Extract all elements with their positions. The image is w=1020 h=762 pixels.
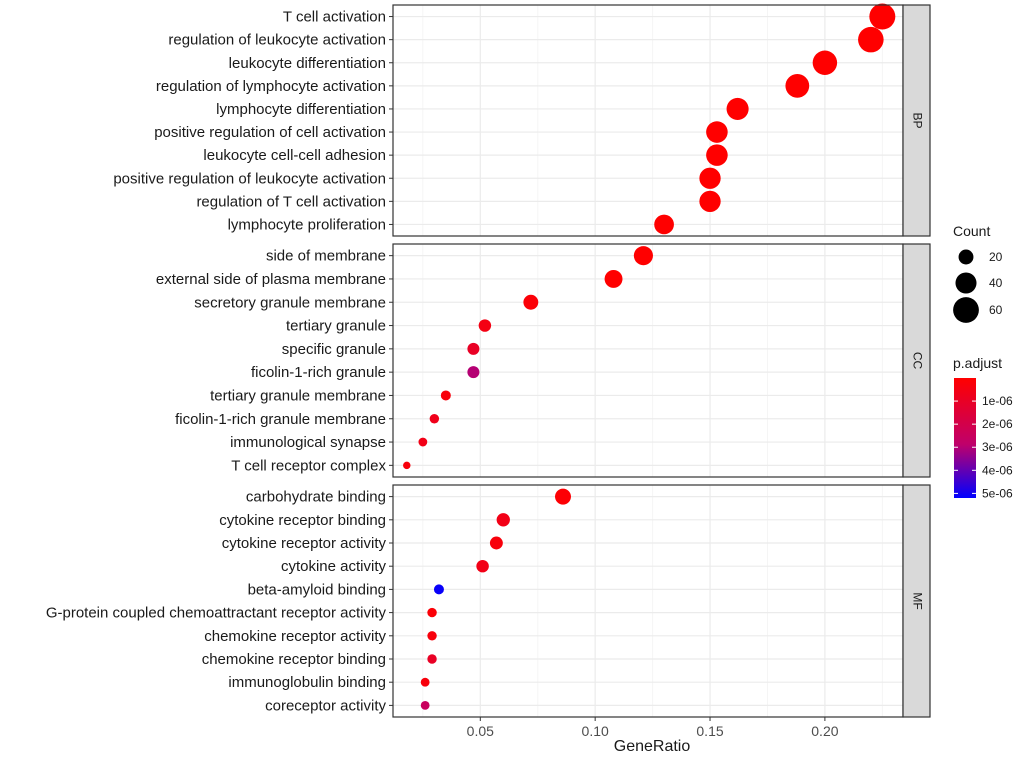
term-label: positive regulation of cell activation [154, 124, 386, 141]
dot-cc-8 [418, 437, 428, 447]
dot-cc-2 [523, 294, 539, 310]
legend-p-adjust-colorbar [954, 378, 976, 498]
dot-bp-2 [812, 50, 838, 75]
facet-panels: T cell activation regulation of leukocyte… [46, 3, 931, 718]
dot-mf-5 [427, 607, 437, 618]
term-label: positive regulation of leukocyte activat… [113, 170, 386, 187]
dot-mf-7 [427, 654, 437, 664]
dot-cc-9 [403, 461, 411, 470]
term-label: ficolin-1-rich granule [251, 364, 386, 381]
term-label: regulation of T cell activation [196, 193, 386, 210]
legend-count-label: 20 [989, 250, 1003, 264]
dot-bp-8 [699, 190, 721, 213]
dot-mf-2 [489, 536, 503, 550]
dot-mf-4 [433, 584, 444, 595]
facet-strip-label: BP [910, 112, 924, 128]
dot-mf-6 [427, 631, 437, 641]
x-axis: 0.05 0.10 0.15 0.20 [467, 717, 839, 739]
term-label: cytokine receptor activity [222, 535, 387, 552]
dot-cc-1 [604, 269, 623, 288]
term-label: side of membrane [266, 248, 386, 265]
x-axis-title: GeneRatio [614, 738, 691, 755]
term-label: immunoglobulin binding [228, 674, 386, 691]
legend-p-adjust: p.adjust 1e-06 2e-06 3e-06 4e-06 5e-06 [953, 355, 1013, 500]
term-label: regulation of lymphocyte activation [156, 78, 386, 95]
term-label: ficolin-1-rich granule membrane [175, 411, 386, 428]
term-label: regulation of leukocyte activation [168, 32, 386, 49]
dot-mf-8 [420, 677, 430, 687]
legend-count-dot [958, 249, 974, 265]
term-label: specific granule [282, 341, 386, 358]
legend-p-adjust-label: 2e-06 [982, 417, 1013, 431]
legend-count-dot [953, 297, 979, 323]
term-label: beta-amyloid binding [248, 581, 386, 598]
dot-bp-5 [706, 121, 728, 143]
legend-count-title: Count [953, 223, 990, 239]
legend-count-dot [955, 272, 977, 294]
legend-count-label: 40 [989, 276, 1003, 290]
x-tick-label: 0.05 [467, 723, 494, 739]
legend-count: Count 20 40 60 [953, 223, 1003, 323]
dot-bp-3 [785, 73, 810, 98]
legend-p-adjust-label: 1e-06 [982, 394, 1013, 408]
dot-cc-3 [478, 319, 492, 332]
dot-cc-4 [467, 342, 480, 355]
term-label: chemokine receptor binding [202, 651, 386, 668]
legend-p-adjust-label: 4e-06 [982, 463, 1013, 477]
term-label: T cell activation [283, 9, 386, 26]
dot-mf-0 [555, 488, 571, 505]
dot-cc-6 [440, 390, 451, 401]
dot-bp-1 [858, 26, 884, 53]
x-tick-label: 0.15 [696, 723, 723, 739]
facet-strip-bp [902, 4, 931, 237]
term-label: tertiary granule [286, 318, 386, 335]
term-label: lymphocyte differentiation [216, 101, 386, 118]
facet-panel-bp: T cell activation regulation of leukocyte… [113, 3, 931, 237]
term-label: coreceptor activity [265, 697, 386, 714]
dot-mf-3 [476, 559, 489, 573]
dot-cc-5 [467, 366, 480, 379]
panel-background [393, 485, 903, 717]
legend-p-adjust-label: 5e-06 [982, 486, 1013, 500]
legend-p-adjust-label: 3e-06 [982, 440, 1013, 454]
term-label: lymphocyte proliferation [228, 216, 386, 233]
legend-count-label: 60 [989, 303, 1003, 317]
facet-strip-cc [902, 243, 931, 478]
facet-strip-label: CC [910, 352, 924, 370]
term-label: leukocyte cell-cell adhesion [203, 147, 386, 164]
term-label: cytokine activity [281, 558, 387, 575]
term-label: T cell receptor complex [231, 457, 386, 474]
facet-strip-label: MF [910, 592, 924, 609]
term-label: external side of plasma membrane [156, 271, 386, 288]
term-label: leukocyte differentiation [229, 55, 386, 72]
dot-bp-6 [706, 144, 728, 166]
panel-background [393, 5, 903, 236]
dot-bp-0 [869, 3, 896, 30]
panel-background [393, 244, 903, 477]
dot-mf-1 [496, 513, 510, 527]
term-label: tertiary granule membrane [210, 387, 386, 404]
legend-p-adjust-title: p.adjust [953, 355, 1002, 371]
facet-panel-cc: side of membrane external side of plasma … [156, 243, 931, 478]
x-tick-label: 0.20 [811, 723, 838, 739]
facet-strip-mf [902, 484, 931, 718]
dot-bp-4 [726, 97, 749, 120]
term-label: secretory granule membrane [194, 294, 386, 311]
dot-bp-7 [699, 167, 721, 189]
term-label: carbohydrate binding [246, 489, 386, 506]
term-label: cytokine receptor binding [219, 512, 386, 529]
term-label: G-protein coupled chemoattractant recept… [46, 605, 387, 622]
term-label: chemokine receptor activity [204, 628, 386, 645]
term-label: immunological synapse [230, 434, 386, 451]
x-tick-label: 0.10 [582, 723, 609, 739]
dot-cc-7 [429, 414, 440, 424]
dot-bp-9 [654, 214, 674, 235]
dot-cc-0 [633, 246, 653, 266]
dot-mf-9 [420, 700, 430, 710]
facet-panel-mf: carbohydrate binding cytokine receptor bi… [46, 484, 931, 718]
